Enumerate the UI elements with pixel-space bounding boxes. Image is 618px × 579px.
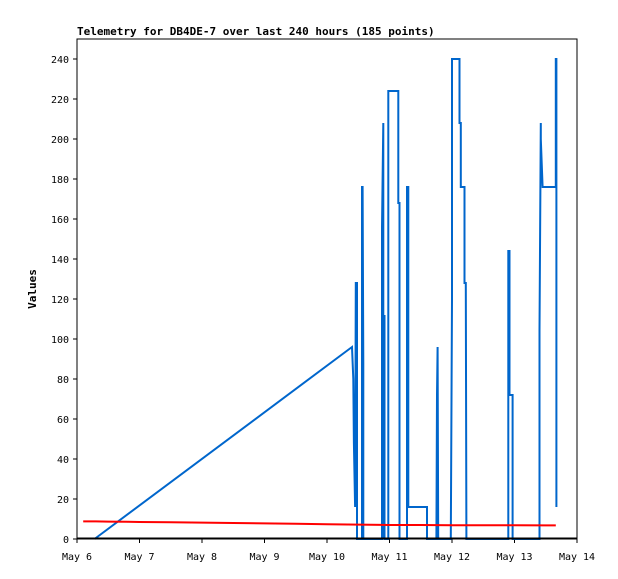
y-tick-label: 220 bbox=[51, 95, 69, 106]
y-tick-label: 180 bbox=[51, 175, 69, 186]
y-tick-label: 20 bbox=[57, 495, 69, 506]
x-tick-label: May 12 bbox=[434, 552, 470, 563]
y-axis-label: Values bbox=[26, 269, 39, 309]
y-tick-label: 120 bbox=[51, 295, 69, 306]
x-tick-label: May 6 bbox=[62, 552, 92, 563]
x-tick-label: May 13 bbox=[496, 552, 532, 563]
y-tick-label: 80 bbox=[57, 375, 69, 386]
y-tick-label: 100 bbox=[51, 335, 69, 346]
y-tick-label: 200 bbox=[51, 135, 69, 146]
x-tick-label: May 7 bbox=[124, 552, 154, 563]
y-tick-label: 240 bbox=[51, 55, 69, 66]
chart-title: Telemetry for DB4DE-7 over last 240 hour… bbox=[77, 25, 435, 38]
x-tick-label: May 8 bbox=[187, 552, 217, 563]
series-line-1 bbox=[83, 520, 556, 527]
x-tick-label: May 9 bbox=[249, 552, 279, 563]
y-axis: 0 20 40 60 80 100 120 140 160 180 200 220 240 bbox=[51, 55, 77, 546]
y-tick-label: 40 bbox=[57, 455, 69, 466]
y-tick-label: 160 bbox=[51, 215, 69, 226]
plot-frame bbox=[76, 38, 578, 540]
x-axis: May 6 May 7 May 8 May 9 May 10 May 11 May 12 Ma… bbox=[62, 539, 595, 563]
y-tick-label: 0 bbox=[63, 535, 69, 546]
y-tick-label: 60 bbox=[57, 415, 69, 426]
y-tick-label: 140 bbox=[51, 255, 69, 266]
x-tick-label: May 14 bbox=[559, 552, 595, 563]
x-tick-label: May 11 bbox=[371, 552, 407, 563]
x-tick-label: May 10 bbox=[309, 552, 345, 563]
